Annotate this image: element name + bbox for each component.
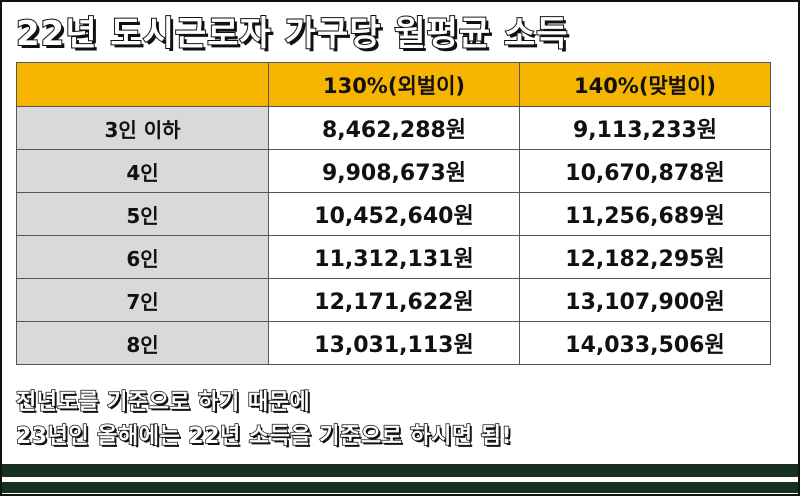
household-size-label: 5인 (16, 192, 269, 236)
note-line-1: 전년도를 기준으로 하기 때문에 (15, 389, 311, 416)
income-130-value: 13,031,113원 (268, 321, 520, 365)
household-size-label: 8인 (16, 321, 269, 365)
income-140-value: 14,033,506원 (519, 321, 771, 365)
household-size-label: 4인 (16, 149, 269, 193)
header-130-percent: 130%(외벌이) (268, 62, 520, 107)
table-header-row: 130%(외벌이) 140%(맞벌이) (16, 62, 771, 107)
income-140-value: 12,182,295원 (519, 235, 771, 279)
footer-stripe-top (2, 464, 798, 477)
household-size-label: 6인 (16, 235, 269, 279)
header-140-percent: 140%(맞벌이) (519, 62, 771, 107)
income-130-value: 11,312,131원 (268, 235, 520, 279)
table-row: 5인 10,452,640원 11,256,689원 (16, 192, 771, 236)
income-140-value: 9,113,233원 (519, 106, 771, 150)
table-row: 6인 11,312,131원 12,182,295원 (16, 235, 771, 279)
income-130-value: 12,171,622원 (268, 278, 520, 322)
income-table: 130%(외벌이) 140%(맞벌이) 3인 이하 8,462,288원 9,1… (16, 62, 771, 365)
table-row: 4인 9,908,673원 10,670,878원 (16, 149, 771, 193)
income-130-value: 9,908,673원 (268, 149, 520, 193)
income-140-value: 11,256,689원 (519, 192, 771, 236)
table-row: 8인 13,031,113원 14,033,506원 (16, 321, 771, 365)
income-130-value: 8,462,288원 (268, 106, 520, 150)
page-title: 22년 도시근로자 가구당 월평균 소득 (15, 13, 569, 55)
footer-stripe-bottom (2, 482, 798, 493)
household-size-label: 7인 (16, 278, 269, 322)
table-row: 3인 이하 8,462,288원 9,113,233원 (16, 106, 771, 150)
note-line-2: 23년인 올해에는 22년 소득을 기준으로 하시면 됨! (15, 423, 513, 450)
table-row: 7인 12,171,622원 13,107,900원 (16, 278, 771, 322)
header-blank-cell (16, 62, 269, 107)
income-140-value: 10,670,878원 (519, 149, 771, 193)
household-size-label: 3인 이하 (16, 106, 269, 150)
income-140-value: 13,107,900원 (519, 278, 771, 322)
income-130-value: 10,452,640원 (268, 192, 520, 236)
